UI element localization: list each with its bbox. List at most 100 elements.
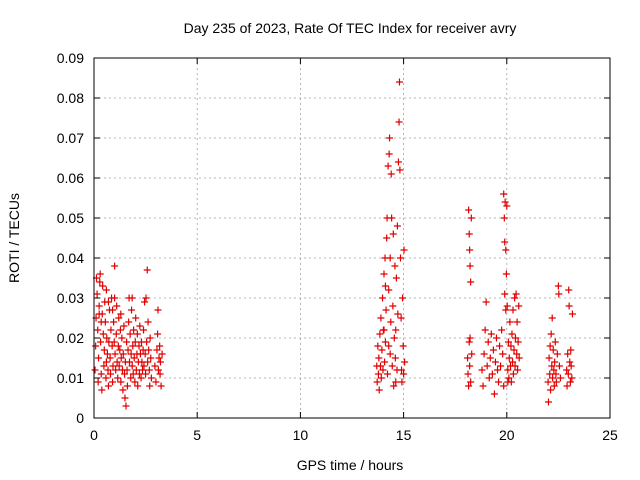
- data-point: [468, 350, 476, 358]
- data-point: [94, 326, 102, 334]
- data-point: [97, 338, 105, 346]
- data-point: [154, 306, 162, 314]
- y-tick-label: 0.06: [57, 170, 84, 186]
- data-point: [498, 326, 506, 334]
- data-point: [375, 386, 383, 394]
- data-point: [392, 326, 400, 334]
- data-point: [555, 362, 563, 370]
- data-point: [377, 374, 385, 382]
- data-point: [391, 262, 399, 270]
- data-point: [111, 294, 119, 302]
- data-point: [467, 214, 475, 222]
- data-points: [91, 78, 576, 410]
- data-point: [156, 370, 164, 378]
- data-point: [125, 318, 133, 326]
- data-point: [501, 198, 509, 206]
- data-point: [546, 342, 554, 350]
- data-point: [501, 238, 509, 246]
- data-point: [155, 354, 163, 362]
- data-point: [92, 342, 100, 350]
- y-tick-label: 0.02: [57, 330, 84, 346]
- data-point: [134, 382, 142, 390]
- data-point: [117, 378, 125, 386]
- data-point: [553, 350, 561, 358]
- data-point: [128, 294, 136, 302]
- data-point: [552, 370, 560, 378]
- data-point: [107, 370, 115, 378]
- data-point: [109, 306, 117, 314]
- data-point: [506, 318, 514, 326]
- data-point: [142, 294, 150, 302]
- data-point: [109, 362, 117, 370]
- data-point: [95, 354, 103, 362]
- data-point: [143, 266, 151, 274]
- data-point: [509, 370, 517, 378]
- data-point: [496, 342, 504, 350]
- data-point: [485, 374, 493, 382]
- x-tick-labels: 0 5 10 15 20 25: [90, 427, 618, 443]
- data-point: [374, 370, 382, 378]
- data-point: [551, 358, 559, 366]
- data-point: [121, 370, 129, 378]
- data-point: [478, 366, 486, 374]
- data-point: [513, 318, 521, 326]
- y-tick-label: 0.05: [57, 210, 84, 226]
- data-point: [491, 358, 499, 366]
- data-point: [393, 222, 401, 230]
- data-point: [153, 346, 161, 354]
- data-point: [123, 338, 131, 346]
- data-point: [104, 382, 112, 390]
- grid-lines: [94, 58, 610, 418]
- data-point: [482, 298, 490, 306]
- data-point: [566, 358, 574, 366]
- data-point: [126, 358, 134, 366]
- data-point: [130, 354, 138, 362]
- data-point: [550, 382, 558, 390]
- data-point: [140, 326, 148, 334]
- data-point: [505, 354, 513, 362]
- data-point: [504, 366, 512, 374]
- data-point: [551, 338, 559, 346]
- data-point: [94, 378, 102, 386]
- data-point: [114, 374, 122, 382]
- data-point: [129, 370, 137, 378]
- data-point: [509, 306, 517, 314]
- data-point: [137, 374, 145, 382]
- data-point: [133, 330, 141, 338]
- data-point: [130, 326, 138, 334]
- data-point: [399, 294, 407, 302]
- data-point: [489, 346, 497, 354]
- data-point: [399, 342, 407, 350]
- data-point: [135, 370, 143, 378]
- data-point: [494, 366, 502, 374]
- data-point: [564, 370, 572, 378]
- data-point: [115, 362, 123, 370]
- data-point: [141, 298, 149, 306]
- data-point: [392, 378, 400, 386]
- axis-ticks: [93, 57, 611, 419]
- data-point: [151, 362, 159, 370]
- data-point: [131, 338, 139, 346]
- data-point: [544, 378, 552, 386]
- data-point: [567, 362, 575, 370]
- data-point: [142, 370, 150, 378]
- data-point: [390, 334, 398, 342]
- data-point: [97, 370, 105, 378]
- data-point: [136, 322, 144, 330]
- data-point: [104, 366, 112, 374]
- data-point: [465, 206, 473, 214]
- data-point: [392, 274, 400, 282]
- data-point: [466, 246, 474, 254]
- data-point: [394, 310, 402, 318]
- data-point: [384, 162, 392, 170]
- data-point: [140, 362, 148, 370]
- data-point: [147, 374, 155, 382]
- data-point: [381, 282, 389, 290]
- data-point: [381, 358, 389, 366]
- data-point: [397, 254, 405, 262]
- data-point: [378, 346, 386, 354]
- data-point: [387, 318, 395, 326]
- data-point: [564, 350, 572, 358]
- x-tick-label: 0: [90, 427, 98, 443]
